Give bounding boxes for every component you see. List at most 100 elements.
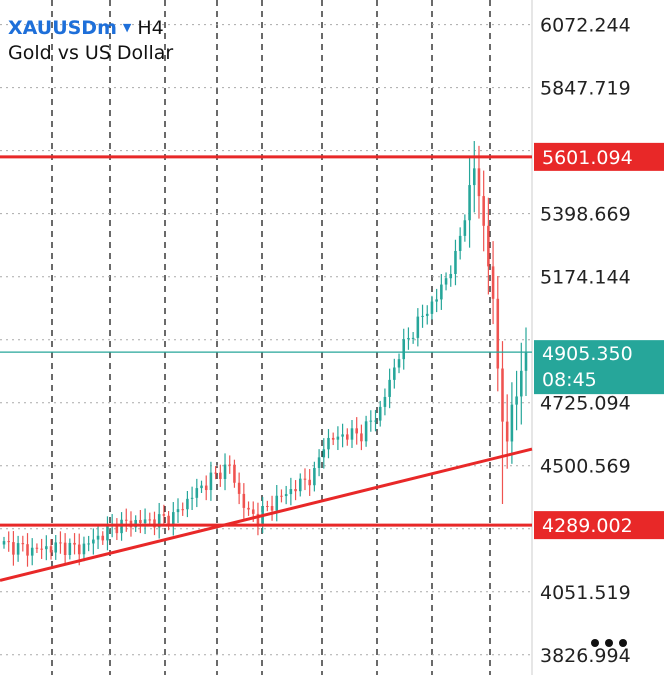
candle-body — [30, 547, 34, 556]
level-price-tag — [534, 511, 664, 540]
candle-body — [496, 298, 500, 369]
resistance-price-label: 5601.094 — [542, 147, 633, 169]
candle-body — [153, 519, 156, 528]
candle-body — [256, 513, 260, 525]
candle-body — [223, 464, 227, 479]
candle-body — [63, 542, 67, 555]
support-price-label: 4289.002 — [542, 515, 633, 537]
candle-body — [477, 168, 481, 197]
candle-body — [26, 544, 29, 556]
candle-body — [510, 404, 514, 442]
candle-body — [491, 266, 495, 299]
candle-body — [454, 250, 457, 274]
candle-body — [449, 273, 453, 279]
candle-body — [313, 467, 316, 486]
y-tick-label: 5174.144 — [540, 267, 631, 289]
candle-body — [92, 539, 95, 544]
candle-body — [331, 437, 335, 440]
dot-icon — [605, 639, 613, 647]
caret-down-icon[interactable]: ▼ — [122, 21, 132, 34]
more-dots-icon[interactable] — [584, 630, 634, 656]
trendline — [0, 447, 533, 582]
y-tick-label: 3826.994 — [540, 645, 631, 667]
candle-body — [176, 509, 180, 513]
candle-body — [294, 489, 297, 492]
candle-body — [12, 542, 15, 555]
candle-body — [148, 519, 152, 521]
candle-body — [195, 488, 199, 498]
candle-body — [322, 449, 326, 458]
candle-body — [435, 299, 438, 302]
candle-body — [7, 541, 10, 543]
candle-body — [143, 519, 147, 524]
y-tick-label: 6072.244 — [540, 15, 631, 37]
candle-body — [162, 514, 166, 516]
candle-body — [463, 220, 467, 236]
candle-body — [219, 472, 222, 479]
timeframe-label[interactable]: H4 — [137, 17, 164, 39]
candle-body — [49, 546, 53, 553]
candle-body — [336, 436, 340, 440]
candle-body — [68, 542, 72, 555]
candle-body — [96, 535, 100, 540]
candle-body — [186, 498, 189, 510]
candle-body — [106, 526, 109, 541]
candle-body — [242, 493, 246, 508]
candle-body — [266, 505, 269, 507]
candle-body — [360, 433, 363, 442]
candle-body — [501, 368, 504, 422]
candle-body — [303, 478, 307, 480]
level-price-tag — [534, 142, 664, 171]
candle-body — [237, 482, 241, 494]
candle-body — [45, 546, 48, 550]
candle-body — [524, 352, 528, 371]
candle-body — [101, 535, 105, 541]
candle-body — [374, 420, 377, 422]
candle-body — [482, 196, 485, 226]
candle-body — [181, 509, 184, 511]
candle-body — [190, 497, 194, 499]
candle-body — [204, 485, 208, 491]
y-tick-label: 5847.719 — [540, 78, 631, 100]
instrument-description: Gold vs US Dollar — [8, 42, 174, 64]
candle-body — [364, 421, 368, 442]
candle-body — [341, 434, 344, 437]
candle-body — [421, 315, 424, 317]
candle-body — [251, 509, 255, 514]
y-tick-label: 4500.569 — [540, 456, 631, 478]
candle-body — [355, 428, 358, 434]
dot-icon — [591, 639, 599, 647]
chart-header: XAUUSDm ▼ H4 Gold vs US Dollar — [8, 16, 173, 66]
candle-body — [270, 506, 274, 511]
candle-body — [369, 420, 373, 422]
candle-body — [393, 367, 396, 380]
bar-countdown-label: 08:45 — [542, 369, 597, 391]
candle-body — [115, 524, 119, 534]
candle-body — [383, 396, 387, 407]
candle-body — [515, 396, 518, 405]
candle-body — [430, 301, 434, 314]
y-tick-label: 5398.669 — [540, 204, 631, 226]
candle-body — [59, 542, 62, 544]
symbol-label[interactable]: XAUUSDm — [8, 17, 117, 39]
candle-body — [397, 359, 401, 368]
candle-body — [416, 316, 420, 338]
candle-body — [411, 337, 415, 339]
candle-body — [275, 495, 279, 511]
candle-body — [505, 421, 509, 442]
symbol-selector[interactable]: XAUUSDm ▼ H4 — [8, 16, 173, 40]
candle-body — [134, 519, 137, 528]
candle-body — [378, 406, 382, 421]
candle-body — [172, 512, 175, 526]
candle-body — [214, 472, 217, 474]
candle-body — [228, 464, 232, 466]
candle-body — [157, 514, 161, 528]
candle-body — [444, 278, 448, 285]
candle-body — [2, 541, 6, 545]
candle-body — [139, 519, 142, 524]
candle-body — [487, 225, 490, 267]
candle-body — [167, 515, 170, 526]
candle-body — [388, 379, 391, 397]
